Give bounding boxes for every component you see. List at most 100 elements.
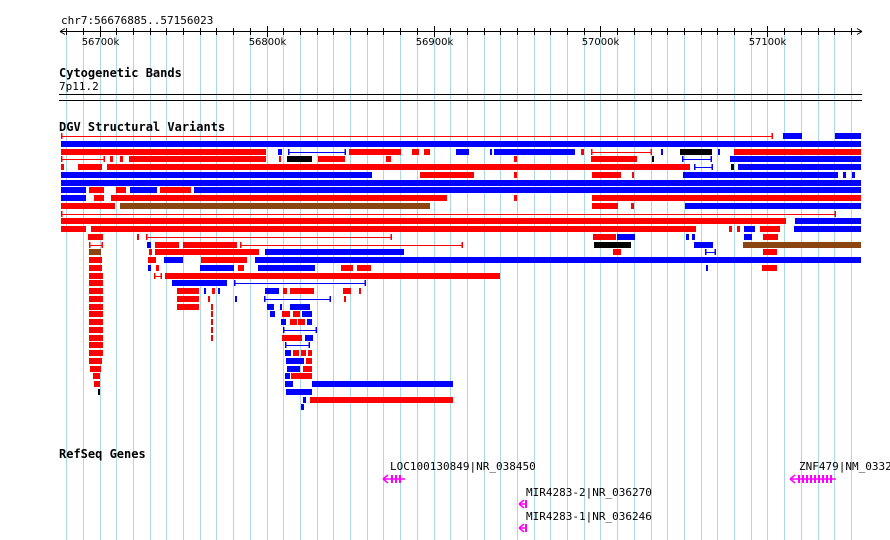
variant-block[interactable] xyxy=(61,180,861,186)
variant-block[interactable] xyxy=(694,242,713,248)
variant-block[interactable] xyxy=(285,381,293,387)
variant-block[interactable] xyxy=(743,242,861,248)
variant-block[interactable] xyxy=(98,389,100,395)
variant-block[interactable] xyxy=(120,203,430,209)
variant-block[interactable] xyxy=(149,249,152,255)
refseq-track-title[interactable]: RefSeq Genes xyxy=(59,447,146,461)
variant-block[interactable] xyxy=(632,172,634,178)
variant-block[interactable] xyxy=(287,366,300,372)
variant-block[interactable] xyxy=(514,172,517,178)
variant-block[interactable] xyxy=(110,156,113,162)
variant-block[interactable] xyxy=(305,335,313,341)
variant-block[interactable] xyxy=(89,319,103,325)
variant-block[interactable] xyxy=(90,366,101,372)
variant-block[interactable] xyxy=(343,288,351,294)
variant-block[interactable] xyxy=(267,304,274,310)
variant-block[interactable] xyxy=(89,273,103,279)
variant-block[interactable] xyxy=(129,156,266,162)
variant-block[interactable] xyxy=(762,265,777,271)
variant-block[interactable] xyxy=(89,288,103,294)
variant-block[interactable] xyxy=(730,156,861,162)
variant-block[interactable] xyxy=(165,273,500,279)
variant-block[interactable] xyxy=(308,350,312,356)
variant-block[interactable] xyxy=(61,203,115,209)
variant-block[interactable] xyxy=(310,397,453,403)
variant-block[interactable] xyxy=(89,327,103,333)
variant-block[interactable] xyxy=(593,234,616,240)
gene-label[interactable]: MIR4283-1|NR_036246 xyxy=(526,510,652,523)
variant-block[interactable] xyxy=(238,265,244,271)
variant-block[interactable] xyxy=(61,149,266,155)
variant-block[interactable] xyxy=(194,187,861,193)
variant-block[interactable] xyxy=(731,164,734,170)
variant-block[interactable] xyxy=(211,304,213,310)
variant-block[interactable] xyxy=(148,257,156,263)
variant-block[interactable] xyxy=(120,156,123,162)
variant-block[interactable] xyxy=(282,311,290,317)
variant-block[interactable] xyxy=(737,226,740,232)
gene-label[interactable]: LOC100130849|NR_038450 xyxy=(390,460,536,473)
variant-block[interactable] xyxy=(692,234,695,240)
variant-block[interactable] xyxy=(265,249,404,255)
variant-block[interactable] xyxy=(685,203,861,209)
variant-block[interactable] xyxy=(280,304,282,310)
gene-exon[interactable] xyxy=(806,475,808,483)
variant-block[interactable] xyxy=(291,373,312,379)
variant-block[interactable] xyxy=(282,335,302,341)
variant-block[interactable] xyxy=(93,373,100,379)
gene-exon[interactable] xyxy=(830,475,832,483)
variant-block[interactable] xyxy=(301,350,306,356)
variant-block[interactable] xyxy=(683,172,838,178)
variant-block[interactable] xyxy=(795,218,861,224)
variant-block[interactable] xyxy=(270,311,275,317)
variant-block[interactable] xyxy=(89,311,103,317)
variant-block[interactable] xyxy=(212,288,215,294)
variant-block[interactable] xyxy=(318,156,345,162)
variant-block[interactable] xyxy=(285,373,290,379)
variant-block[interactable] xyxy=(177,288,199,294)
variant-block[interactable] xyxy=(130,187,157,193)
variant-block[interactable] xyxy=(148,265,151,271)
variant-block[interactable] xyxy=(61,187,86,193)
variant-block[interactable] xyxy=(61,164,64,170)
variant-block[interactable] xyxy=(78,164,102,170)
gene-exon[interactable] xyxy=(391,475,393,483)
variant-block[interactable] xyxy=(344,296,346,302)
variant-block[interactable] xyxy=(88,234,103,240)
variant-block[interactable] xyxy=(91,226,696,232)
variant-block[interactable] xyxy=(783,133,802,139)
variant-block[interactable] xyxy=(155,249,259,255)
variant-block[interactable] xyxy=(617,234,635,240)
variant-block[interactable] xyxy=(208,296,210,302)
variant-block[interactable] xyxy=(581,149,584,155)
variant-block[interactable] xyxy=(706,265,708,271)
variant-block[interactable] xyxy=(306,358,312,364)
variant-block[interactable] xyxy=(494,149,575,155)
variant-block[interactable] xyxy=(302,311,312,317)
variant-block[interactable] xyxy=(592,195,861,201)
variant-block[interactable] xyxy=(594,242,631,248)
cytoband-track-title[interactable]: Cytogenetic Bands xyxy=(59,66,182,80)
variant-block[interactable] xyxy=(156,265,159,271)
variant-block[interactable] xyxy=(285,350,291,356)
variant-block[interactable] xyxy=(290,288,314,294)
variant-block[interactable] xyxy=(89,257,102,263)
variant-block[interactable] xyxy=(852,172,855,178)
variant-block[interactable] xyxy=(211,327,213,333)
variant-block[interactable] xyxy=(680,149,712,155)
variant-block[interactable] xyxy=(137,234,139,240)
variant-block[interactable] xyxy=(718,149,720,155)
variant-block[interactable] xyxy=(235,296,237,302)
variant-block[interactable] xyxy=(357,265,371,271)
variant-block[interactable] xyxy=(592,203,618,209)
gene-label[interactable]: ZNF479|NM_033273 xyxy=(799,460,890,473)
variant-block[interactable] xyxy=(89,358,102,364)
variant-block[interactable] xyxy=(744,226,755,232)
variant-block[interactable] xyxy=(591,156,637,162)
variant-block[interactable] xyxy=(61,218,786,224)
variant-block[interactable] xyxy=(760,226,780,232)
gene-exon[interactable] xyxy=(826,475,828,483)
variant-block[interactable] xyxy=(204,288,206,294)
gene-exon[interactable] xyxy=(818,475,820,483)
variant-block[interactable] xyxy=(258,265,315,271)
